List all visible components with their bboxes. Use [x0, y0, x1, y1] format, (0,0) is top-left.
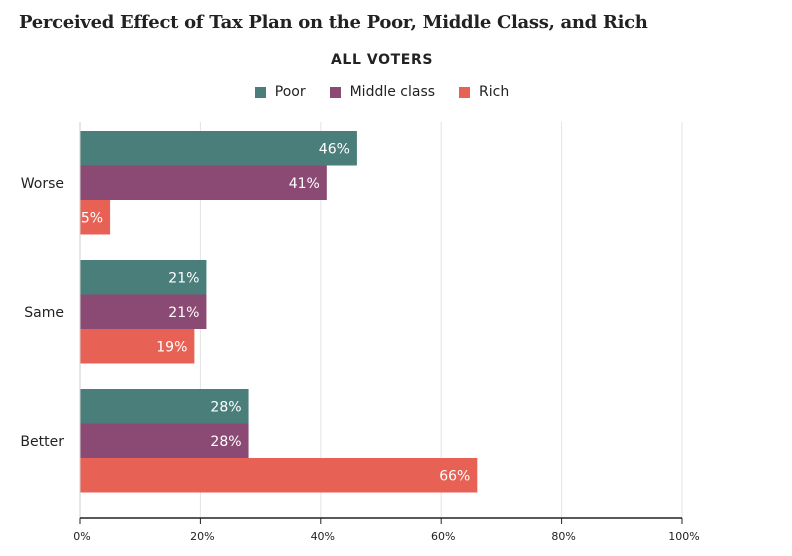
legend-item-middle-class: Middle class — [329, 84, 436, 100]
bar-better-rich — [80, 458, 478, 493]
legend-swatch-middle-class — [329, 86, 341, 98]
x-tick-label-20: 20% — [190, 530, 214, 543]
legend-label-rich: Rich — [479, 84, 510, 100]
bar-same-rich — [80, 329, 195, 364]
x-tick-label-100: 100% — [668, 530, 699, 543]
x-tick-label-0: 0% — [73, 530, 90, 543]
x-tick-label-80: 80% — [551, 530, 575, 543]
legend-swatch-rich — [459, 86, 471, 98]
x-tick-label-60: 60% — [431, 530, 455, 543]
bar-label-worse-poor: 46% — [319, 141, 350, 157]
bar-worse-middle-class — [80, 165, 327, 200]
category-label-better: Better — [20, 434, 64, 450]
x-tick-label-40: 40% — [311, 530, 335, 543]
bar-label-worse-rich: 5% — [81, 210, 103, 226]
bar-label-same-rich: 19% — [156, 339, 187, 355]
bar-better-poor — [80, 389, 249, 424]
legend-swatch-poor — [254, 86, 266, 98]
legend-item-rich: Rich — [459, 84, 509, 100]
bar-same-poor — [80, 260, 207, 295]
bar-label-better-rich: 66% — [439, 468, 470, 484]
bar-label-better-middle-class: 28% — [210, 434, 241, 450]
legend-label-poor: Poor — [274, 84, 306, 100]
bar-better-middle-class — [80, 423, 249, 458]
bar-label-better-poor: 28% — [210, 399, 241, 415]
bar-same-middle-class — [80, 294, 207, 329]
bar-label-worse-middle-class: 41% — [289, 176, 320, 192]
bar-label-same-poor: 21% — [168, 270, 199, 286]
bar-worse-poor — [80, 131, 357, 166]
legend-item-poor: Poor — [254, 84, 306, 100]
category-label-worse: Worse — [21, 176, 64, 192]
legend: Poor Middle class Rich — [0, 84, 764, 100]
legend-label-middle-class: Middle class — [349, 84, 436, 100]
chart-title: Perceived Effect of Tax Plan on the Poor… — [19, 12, 648, 33]
category-label-same: Same — [24, 305, 64, 321]
bar-worse-rich — [80, 200, 111, 235]
chart-subtitle: ALL VOTERS — [330, 52, 434, 68]
bar-label-same-middle-class: 21% — [168, 305, 199, 321]
